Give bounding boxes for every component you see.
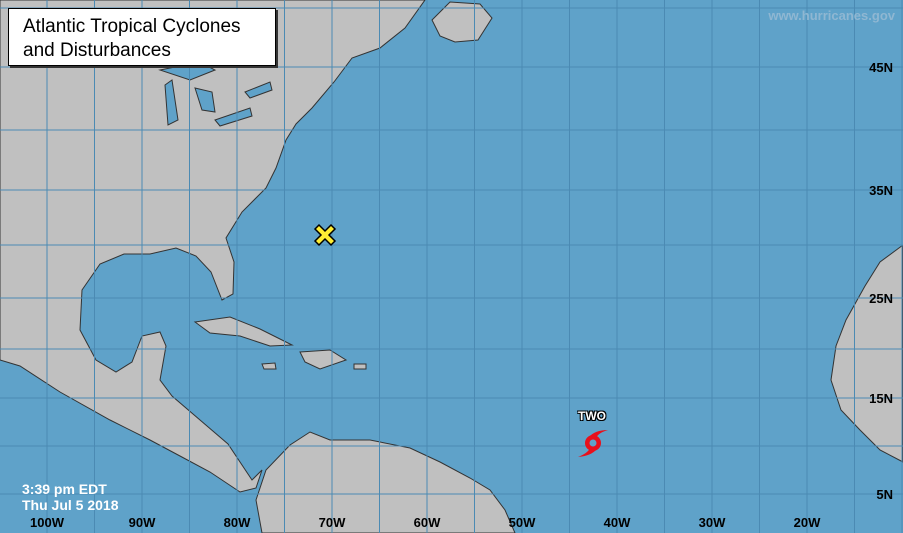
- lon-label: 90W: [128, 515, 156, 530]
- title-line-1: Atlantic Tropical Cyclones: [23, 16, 241, 37]
- lat-label: 15N: [869, 391, 893, 406]
- lon-label: 30W: [698, 515, 726, 530]
- north-america: [0, 0, 426, 493]
- yellow-x-icon: [313, 223, 337, 247]
- lon-label: 80W: [223, 515, 251, 530]
- africa: [830, 244, 903, 463]
- disturbance-marker: [313, 223, 337, 247]
- puerto-rico: [353, 363, 367, 370]
- tropical-storm-icon: [578, 430, 608, 457]
- hispaniola: [299, 349, 348, 370]
- map-title: Atlantic Tropical Cyclones and Disturban…: [8, 8, 276, 66]
- lon-label: 40W: [603, 515, 631, 530]
- credit-link[interactable]: www.hurricanes.gov: [768, 8, 895, 23]
- lon-label: 100W: [30, 515, 64, 530]
- lat-label: 25N: [869, 291, 893, 306]
- timestamp-date: Thu Jul 5 2018: [22, 497, 119, 513]
- lon-label: 50W: [508, 515, 536, 530]
- south-america: [255, 431, 516, 533]
- newfoundland: [431, 1, 493, 43]
- cuba: [193, 316, 294, 347]
- lon-label: 70W: [318, 515, 346, 530]
- lon-label: 60W: [413, 515, 441, 530]
- storm-name-label[interactable]: TWO: [578, 409, 606, 423]
- lat-label: 5N: [876, 487, 893, 502]
- jamaica: [261, 362, 277, 370]
- lat-label: 35N: [869, 183, 893, 198]
- title-line-2: and Disturbances: [23, 40, 171, 61]
- timestamp-time: 3:39 pm EDT: [22, 481, 107, 497]
- lon-label: 20W: [793, 515, 821, 530]
- lat-label: 45N: [869, 60, 893, 75]
